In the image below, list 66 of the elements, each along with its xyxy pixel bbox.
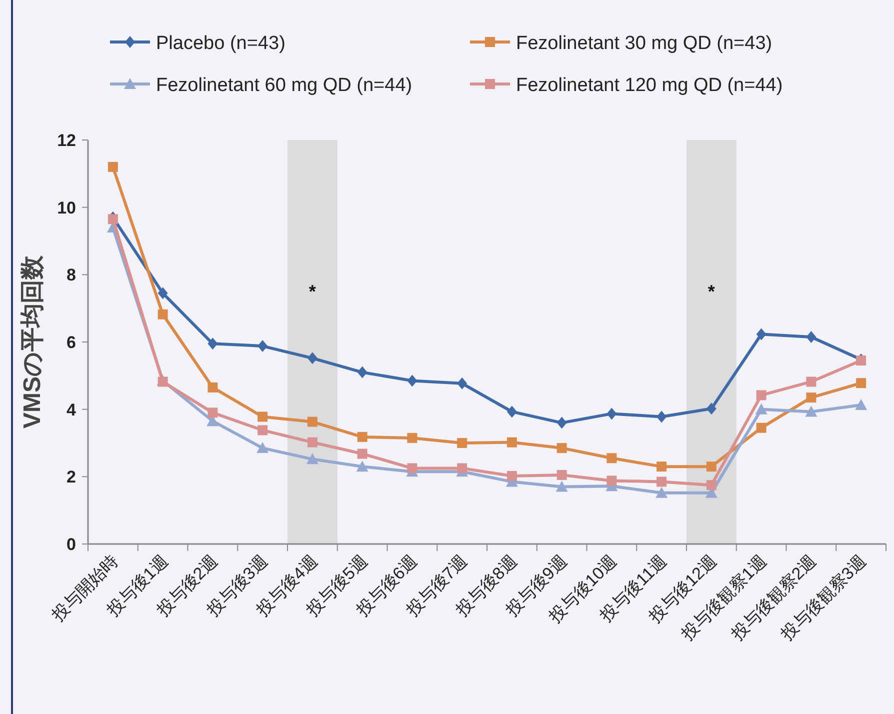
point	[307, 437, 318, 448]
legend-label: Fezolinetant 120 mg QD (n=44)	[516, 75, 783, 96]
point	[806, 330, 816, 343]
point	[506, 406, 517, 418]
point	[806, 376, 816, 387]
band-label: *	[308, 282, 316, 302]
point	[158, 287, 168, 300]
point	[756, 422, 766, 433]
y-axis-title: VMSの平均回数	[19, 254, 46, 429]
point	[556, 480, 568, 492]
point	[208, 338, 218, 350]
point	[208, 382, 218, 392]
y-tick-label: 0	[66, 535, 76, 554]
point	[306, 453, 318, 464]
point	[407, 463, 418, 474]
point	[755, 403, 768, 414]
point	[806, 392, 816, 403]
point	[706, 402, 716, 415]
point	[805, 406, 818, 417]
point	[556, 470, 567, 480]
point	[108, 162, 118, 172]
point	[556, 416, 567, 429]
y-tick-label: 8	[66, 266, 76, 285]
point	[457, 377, 468, 390]
point	[457, 463, 468, 474]
point	[307, 416, 318, 427]
band-label: *	[708, 282, 715, 302]
legend-label: Placebo (n=43)	[156, 33, 286, 54]
point	[656, 476, 667, 487]
point	[158, 309, 168, 320]
point	[856, 378, 866, 388]
legend-label: Fezolinetant 30 mg QD (n=43)	[516, 33, 772, 54]
point	[656, 462, 667, 472]
point	[307, 352, 318, 364]
point	[506, 470, 517, 481]
point	[706, 480, 716, 490]
point	[756, 390, 766, 400]
y-tick-label: 6	[66, 333, 76, 352]
y-tick-label: 4	[66, 400, 77, 420]
point	[356, 460, 368, 472]
point	[606, 408, 617, 420]
point	[556, 443, 567, 454]
y-tick-label: 10	[57, 198, 76, 218]
point	[357, 366, 368, 378]
point	[357, 432, 368, 442]
point	[656, 410, 667, 423]
point	[256, 442, 269, 454]
point	[208, 408, 218, 418]
point	[457, 438, 468, 448]
point	[258, 340, 268, 352]
legend-label: Fezolinetant 60 mg QD (n=44)	[156, 75, 412, 96]
y-tick-label: 2	[66, 468, 76, 487]
point	[506, 437, 517, 448]
point	[855, 398, 868, 410]
point	[606, 476, 617, 486]
point	[258, 412, 268, 422]
point	[407, 374, 418, 387]
point	[606, 453, 617, 464]
point	[357, 448, 368, 459]
point	[656, 486, 668, 498]
point	[756, 328, 766, 340]
point	[108, 214, 118, 224]
y-tick-label: 12	[57, 131, 76, 150]
point	[706, 462, 716, 472]
point	[407, 432, 418, 443]
point	[258, 425, 268, 436]
